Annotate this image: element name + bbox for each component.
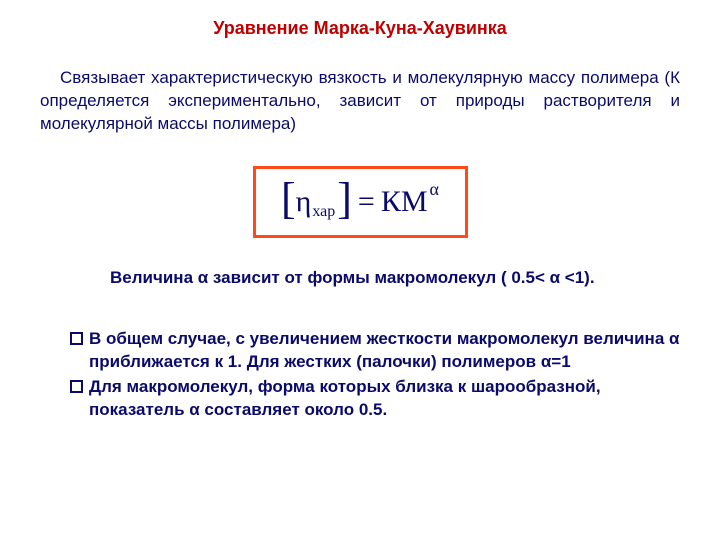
- right-bracket: ]: [337, 181, 352, 216]
- slide-title: Уравнение Марка-Куна-Хаувинка: [40, 18, 680, 39]
- left-bracket: [: [281, 181, 296, 216]
- equals-sign: =: [358, 185, 375, 219]
- square-bullet-icon: [70, 332, 83, 345]
- square-bullet-icon: [70, 380, 83, 393]
- list-item: В общем случае, с увеличением жесткости …: [70, 328, 680, 374]
- bullet-text: Для макромолекул, форма которых близка к…: [89, 376, 680, 422]
- description-paragraph: Связывает характеристическую вязкость и …: [40, 67, 680, 136]
- equation-box: [ η хар ] = КM α: [253, 166, 468, 238]
- subscript: хар: [312, 203, 335, 221]
- rhs-exponent: α: [430, 179, 439, 200]
- alpha-range-line: Величина α зависит от формы макромолекул…: [110, 268, 680, 288]
- list-item: Для макромолекул, форма которых близка к…: [70, 376, 680, 422]
- rhs-base: КM: [381, 185, 428, 219]
- eta-symbol: η: [296, 185, 312, 219]
- bullet-text: В общем случае, с увеличением жесткости …: [89, 328, 680, 374]
- bullet-list: В общем случае, с увеличением жесткости …: [70, 328, 680, 422]
- equation: [ η хар ] = КM α: [281, 184, 439, 219]
